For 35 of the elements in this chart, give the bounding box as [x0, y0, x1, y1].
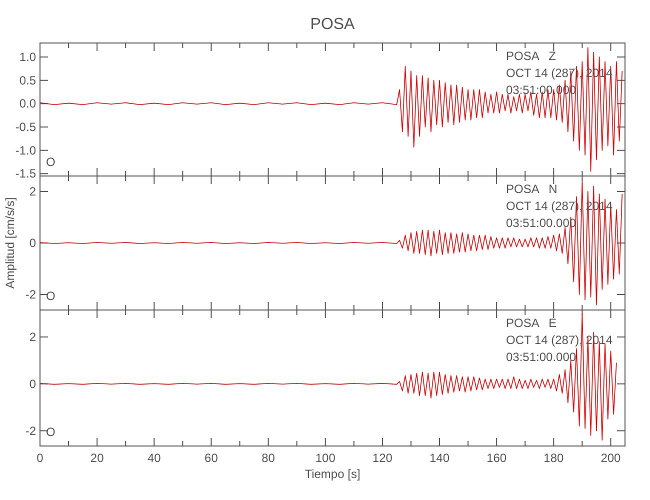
x-tick-label: 140	[429, 451, 450, 465]
y-tick-label: 2	[29, 184, 36, 198]
line-series	[40, 47, 623, 172]
annotation: O	[46, 289, 56, 303]
x-tick-label: 200	[600, 451, 622, 465]
chart-title: POSA	[310, 16, 356, 33]
annotation: 03:51:00.000	[506, 350, 576, 364]
annotation: POSA N	[506, 182, 558, 196]
x-tick-label: 180	[544, 451, 564, 465]
x-tick-label: 120	[372, 451, 393, 465]
y-tick-label: 2	[29, 330, 36, 344]
y-tick-label: 0.0	[19, 96, 36, 111]
line-series	[40, 180, 623, 306]
y-tick-label: -2	[25, 288, 36, 302]
y-tick-label: -1.0	[15, 143, 36, 158]
y-tick-label: -2	[25, 424, 36, 438]
x-axis-title: Tiempo [s]	[304, 467, 360, 481]
x-tick-label: 20	[90, 451, 104, 465]
y-axis-title: Amplitud [cm/s/s]	[3, 197, 17, 289]
x-tick-label: 100	[315, 451, 336, 465]
annotation: O	[46, 155, 56, 169]
y-tick-label: -0.5	[15, 120, 36, 134]
y-tick-label: 1.0	[19, 50, 36, 64]
x-tick-label: 60	[204, 451, 218, 465]
annotation: O	[46, 425, 56, 439]
y-tick-label: 0.5	[19, 73, 36, 88]
x-tick-label: 160	[486, 451, 507, 465]
x-tick-label: 80	[262, 451, 276, 465]
line-series	[40, 313, 617, 441]
y-tick-label: 0	[29, 236, 36, 250]
annotation: POSA Z	[506, 49, 556, 63]
y-tick-label: 0	[29, 376, 36, 391]
x-tick-label: 40	[147, 451, 162, 465]
annotation: POSA E	[506, 316, 557, 330]
y-tick-label: -1.5	[15, 166, 36, 181]
